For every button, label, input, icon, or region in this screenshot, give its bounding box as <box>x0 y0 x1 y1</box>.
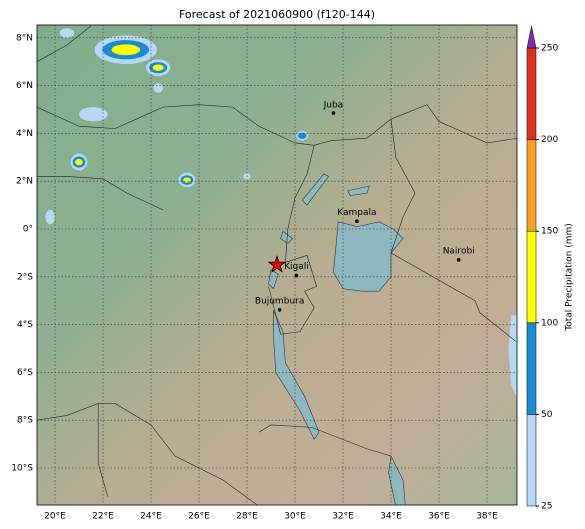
lat-tick-label: 0° <box>23 225 33 235</box>
lake <box>347 185 370 196</box>
colorbar-segment <box>526 139 537 232</box>
lon-tick-label: 22°E <box>92 512 114 522</box>
border <box>37 176 164 211</box>
city-dot <box>355 219 359 224</box>
city-label: Bujumbura <box>255 296 304 306</box>
lon-tick-label: 34°E <box>380 512 402 522</box>
lake <box>280 230 294 244</box>
border <box>37 104 517 146</box>
city-dot <box>456 258 461 262</box>
lat-tick-label: 4°S <box>17 320 33 330</box>
colorbar-tick-label: 100 <box>541 318 558 328</box>
precip-moderate <box>297 132 307 139</box>
colorbar-tick-label: 25 <box>541 502 552 512</box>
city-dot <box>331 111 336 115</box>
lon-tick-label: 28°E <box>236 512 258 522</box>
lat-tick-label: 6°S <box>17 368 33 378</box>
colorbar-extend <box>526 25 537 49</box>
lake <box>273 310 320 440</box>
lon-tick-label: 36°E <box>428 512 450 522</box>
colorbar-tick-label: 250 <box>541 44 558 54</box>
lat-tick-label: 4°N <box>16 129 33 139</box>
colorbar-segment <box>526 230 537 324</box>
colorbar-segment <box>526 47 537 140</box>
colorbar-tick-label: 50 <box>541 410 553 420</box>
precip-light <box>59 28 75 38</box>
city-dot <box>277 307 282 312</box>
city-label: Nairobi <box>443 246 475 256</box>
colorbar-label: Total Precipitation (mm) <box>565 223 575 332</box>
lon-tick-label: 32°E <box>332 512 354 522</box>
ocean <box>508 315 517 399</box>
lon-tick-label: 30°E <box>284 512 306 522</box>
lat-tick-label: 8°S <box>17 416 33 426</box>
location-star <box>267 255 287 273</box>
precip-light <box>153 83 163 93</box>
border <box>37 25 92 62</box>
colorbar-tick-label: 200 <box>541 135 558 145</box>
precip-light <box>45 209 55 225</box>
lat-tick-label: 2°S <box>17 272 33 282</box>
lon-tick-label: 20°E <box>44 512 66 522</box>
lat-tick-label: 8°N <box>16 33 33 43</box>
lon-tick-label: 38°E <box>476 512 498 522</box>
precip-heavy <box>75 158 83 166</box>
lake <box>268 269 279 290</box>
precip-light <box>79 107 108 122</box>
colorbar-tick-label: 150 <box>541 227 558 237</box>
lat-tick-label: 6°N <box>16 81 33 91</box>
border <box>390 119 516 342</box>
lake <box>301 173 330 206</box>
border <box>98 403 258 505</box>
map-frame <box>36 24 518 506</box>
lat-tick-label: 10°S <box>11 464 33 474</box>
border <box>37 403 109 497</box>
lake <box>388 455 406 505</box>
lon-tick-label: 26°E <box>188 512 210 522</box>
lon-tick-label: 24°E <box>140 512 162 522</box>
city-label: Juba <box>323 101 344 111</box>
lat-tick-label: 2°N <box>16 177 33 187</box>
colorbar-segment <box>526 414 537 507</box>
title: Forecast of 2021060900 (f120-144) <box>179 8 375 21</box>
border <box>258 424 392 457</box>
border <box>268 254 317 335</box>
city-label: Kigali <box>284 262 309 272</box>
city-dot <box>294 273 299 278</box>
colorbar-segment <box>526 322 537 415</box>
precip-heavy <box>111 44 141 56</box>
map-area: Juba Kampala Nairobi Kigali Bujumbura <box>37 25 517 505</box>
precip-heavy <box>152 64 164 71</box>
city-label: Kampala <box>337 208 376 218</box>
precip-heavy <box>183 177 191 183</box>
